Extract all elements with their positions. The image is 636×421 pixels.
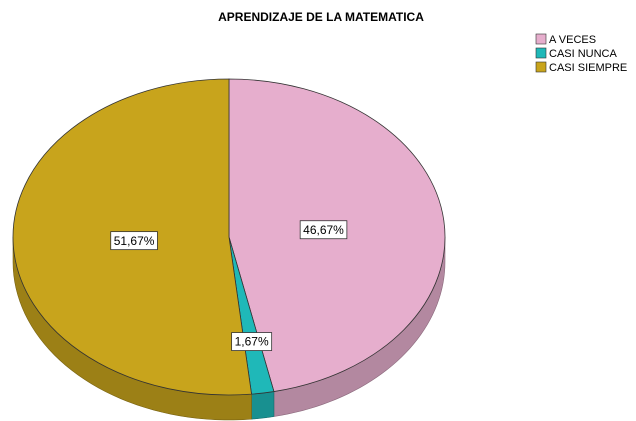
data-label-box [231, 332, 273, 351]
legend-label: A VECES [549, 34, 596, 46]
data-label-box [110, 231, 158, 251]
data-label-box [299, 220, 348, 240]
legend-swatch [535, 33, 547, 45]
legend-label: CASI NUNCA [549, 48, 618, 60]
legend-label: CASI SIEMPRE [549, 62, 627, 74]
chart-title: APRENDIZAJE DE LA MATEMATICA [218, 10, 424, 24]
data-label: 1,67% [235, 335, 269, 349]
legend-swatch [535, 47, 547, 59]
data-label: 46,67% [303, 223, 344, 237]
data-label: 51,67% [114, 234, 155, 248]
slice-side [251, 391, 275, 420]
legend-swatch [535, 61, 547, 73]
